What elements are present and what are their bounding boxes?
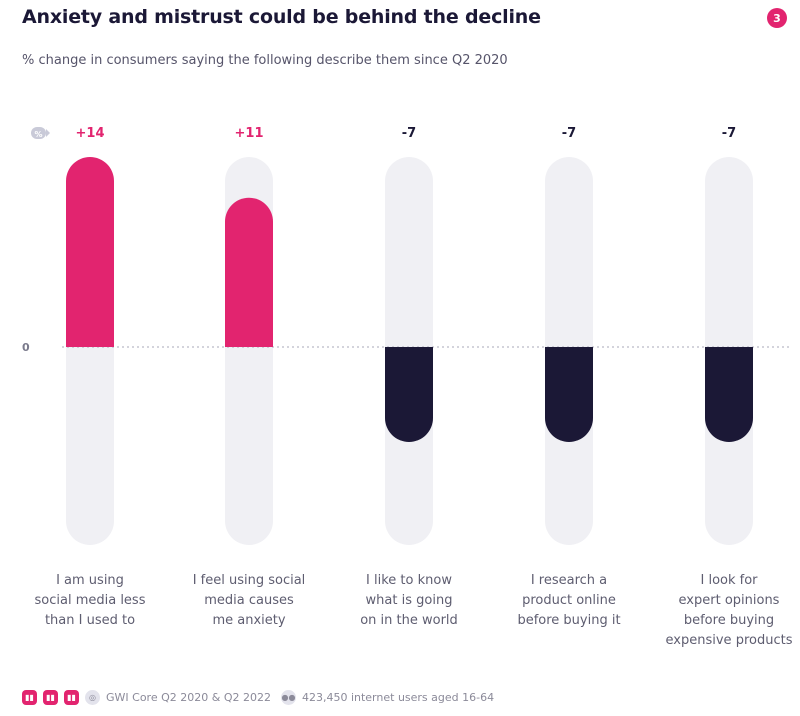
chart-footer: ▮▮ ▮▮ ▮▮ ◎ GWI Core Q2 2020 & Q2 2022 ●●…: [22, 690, 494, 705]
category-label: social media less: [35, 593, 146, 608]
chart-subtitle: % change in consumers saying the followi…: [22, 53, 508, 68]
category-label: before buying: [684, 613, 774, 628]
people-icon: ●●: [280, 690, 296, 705]
category-label: I research a: [531, 573, 607, 588]
category-label: I am using: [56, 573, 124, 588]
bar-chart-icon: ▮▮: [64, 690, 79, 705]
bar: [225, 197, 273, 347]
source-text: GWI Core Q2 2020 & Q2 2022: [106, 691, 271, 704]
category-label: what is going: [366, 593, 453, 608]
value-label: +14: [76, 126, 105, 141]
value-label: +11: [235, 126, 264, 141]
category-label: expert opinions: [679, 593, 780, 608]
category-label: on in the world: [360, 613, 458, 628]
bar: [66, 157, 114, 347]
category-label: media causes: [204, 593, 294, 608]
globe-icon: ◎: [85, 690, 100, 705]
zero-axis-label: 0: [22, 341, 30, 354]
value-label: -7: [722, 126, 736, 141]
category-label: before buying it: [517, 613, 620, 628]
category-label: I like to know: [366, 573, 452, 588]
bar: [385, 347, 433, 442]
bar: [545, 347, 593, 442]
value-label: -7: [562, 126, 576, 141]
bar: [705, 347, 753, 442]
page-number-badge: 3: [767, 8, 787, 28]
page-title: Anxiety and mistrust could be behind the…: [22, 6, 541, 28]
percent-badge-label: %: [34, 130, 42, 139]
category-label: than I used to: [45, 613, 135, 628]
value-label: -7: [402, 126, 416, 141]
category-label: me anxiety: [212, 613, 285, 628]
category-label: I feel using social: [193, 573, 306, 588]
sample-text: 423,450 internet users aged 16-64: [301, 691, 495, 704]
bar-chart-icon: ▮▮: [22, 690, 37, 705]
bar-chart-icon: ▮▮: [43, 690, 58, 705]
category-label: I look for: [700, 573, 758, 588]
category-label: expensive products: [666, 633, 793, 648]
percent-badge-bg: [31, 127, 46, 139]
bar-chart: 0% +14 I am using social media less than I u…: [22, 126, 793, 648]
percent-badge-arrow: [46, 129, 50, 137]
category-label: product online: [522, 593, 616, 608]
